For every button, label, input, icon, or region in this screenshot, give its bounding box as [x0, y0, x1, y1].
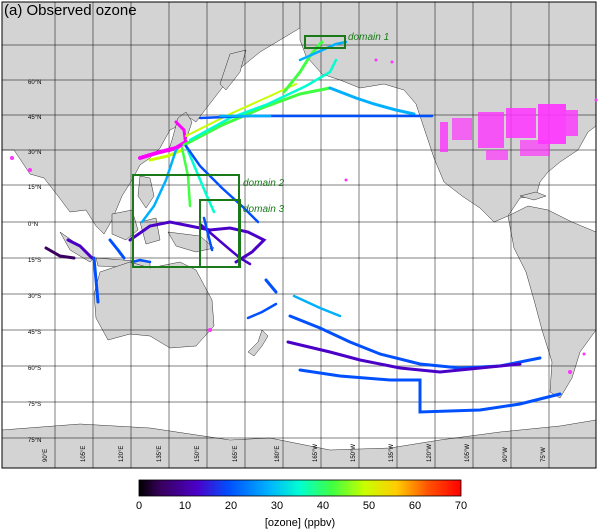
lat-label: 45°N [28, 115, 41, 121]
ozone-tracks [44, 40, 562, 414]
colorbar-tick: 50 [363, 500, 375, 512]
lat-label: 30°S [28, 294, 41, 300]
landmasses [2, 2, 596, 468]
lon-label: 90°W [503, 447, 509, 462]
caribbean-islands [519, 191, 547, 201]
lat-label: 60°S [28, 366, 41, 372]
new-zealand-landmass [247, 329, 269, 357]
colorbar: 0 10 20 30 40 50 60 70 [ozone] (ppbv) [136, 479, 467, 529]
lon-label: 135°E [157, 446, 163, 462]
lat-label: 75°N [28, 438, 41, 444]
lon-label: 150°W [351, 444, 357, 462]
colorbar-tick: 20 [225, 500, 237, 512]
lon-label: 120°W [427, 444, 433, 462]
colorbar-tick: 70 [455, 500, 467, 512]
lat-label: 0°N [28, 222, 38, 228]
graticule [1, 1, 597, 469]
lat-label: 15°S [28, 258, 41, 264]
lon-label: 75°W [541, 447, 547, 462]
domain-1-box [304, 35, 346, 49]
lat-label: 15°N [28, 185, 41, 191]
asia-landmass [2, 2, 301, 235]
australia-landmass [93, 261, 215, 349]
south-america-landmass [507, 205, 596, 399]
lon-label: 135°W [389, 444, 395, 462]
new-guinea-landmass [167, 231, 215, 253]
lon-label: 150°E [195, 446, 201, 462]
domain-3-box [199, 199, 241, 268]
domain-1-label: domain 1 [348, 32, 389, 43]
colorbar-tick: 60 [409, 500, 421, 512]
lon-label: 165°W [313, 444, 319, 462]
lon-label: 180°E [275, 446, 281, 462]
surface-sites [10, 58, 598, 374]
map-title: (a) Observed ozone [4, 2, 137, 19]
lat-label: 60°N [28, 80, 41, 86]
lat-label: 45°S [28, 330, 41, 336]
domain-boxes [132, 35, 346, 268]
lon-label: 105°W [465, 444, 471, 462]
colorbar-tick: 40 [317, 500, 329, 512]
colorbar-tick: 0 [136, 500, 142, 512]
philippines-landmass [137, 175, 155, 209]
longitude-labels: 90°E 105°E 120°E 135°E 150°E 165°E 180°E… [43, 444, 547, 462]
antarctica-landmass [2, 419, 596, 468]
lat-label: 75°S [28, 402, 41, 408]
colorbar-tick: 30 [271, 500, 283, 512]
lon-label: 165°E [233, 446, 239, 462]
north-america-landmass [299, 2, 596, 223]
colorbar-tick: 10 [179, 500, 191, 512]
domain-3-label: domain 3 [243, 204, 285, 215]
latitude-labels: 60°N 45°N 30°N 15°N 0°N 15°S 30°S 45°S 6… [28, 80, 41, 444]
colorbar-title: [ozone] (ppbv) [265, 517, 335, 529]
lat-label: 30°N [28, 150, 41, 156]
domain-2-label: domain 2 [243, 178, 285, 189]
lon-label: 105°E [81, 446, 87, 462]
colorbar-gradient [138, 479, 462, 497]
lon-label: 120°E [119, 446, 125, 462]
lon-label: 90°E [43, 449, 49, 462]
